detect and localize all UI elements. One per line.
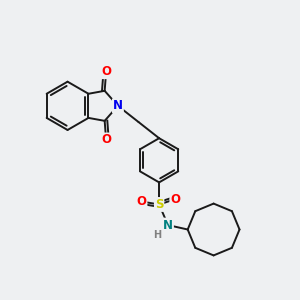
Text: O: O bbox=[101, 134, 111, 146]
Text: N: N bbox=[163, 219, 173, 232]
Text: N: N bbox=[113, 99, 123, 112]
Text: H: H bbox=[154, 230, 162, 240]
Text: O: O bbox=[101, 65, 111, 78]
Text: O: O bbox=[136, 195, 146, 208]
Text: O: O bbox=[170, 193, 180, 206]
Text: S: S bbox=[155, 198, 164, 211]
